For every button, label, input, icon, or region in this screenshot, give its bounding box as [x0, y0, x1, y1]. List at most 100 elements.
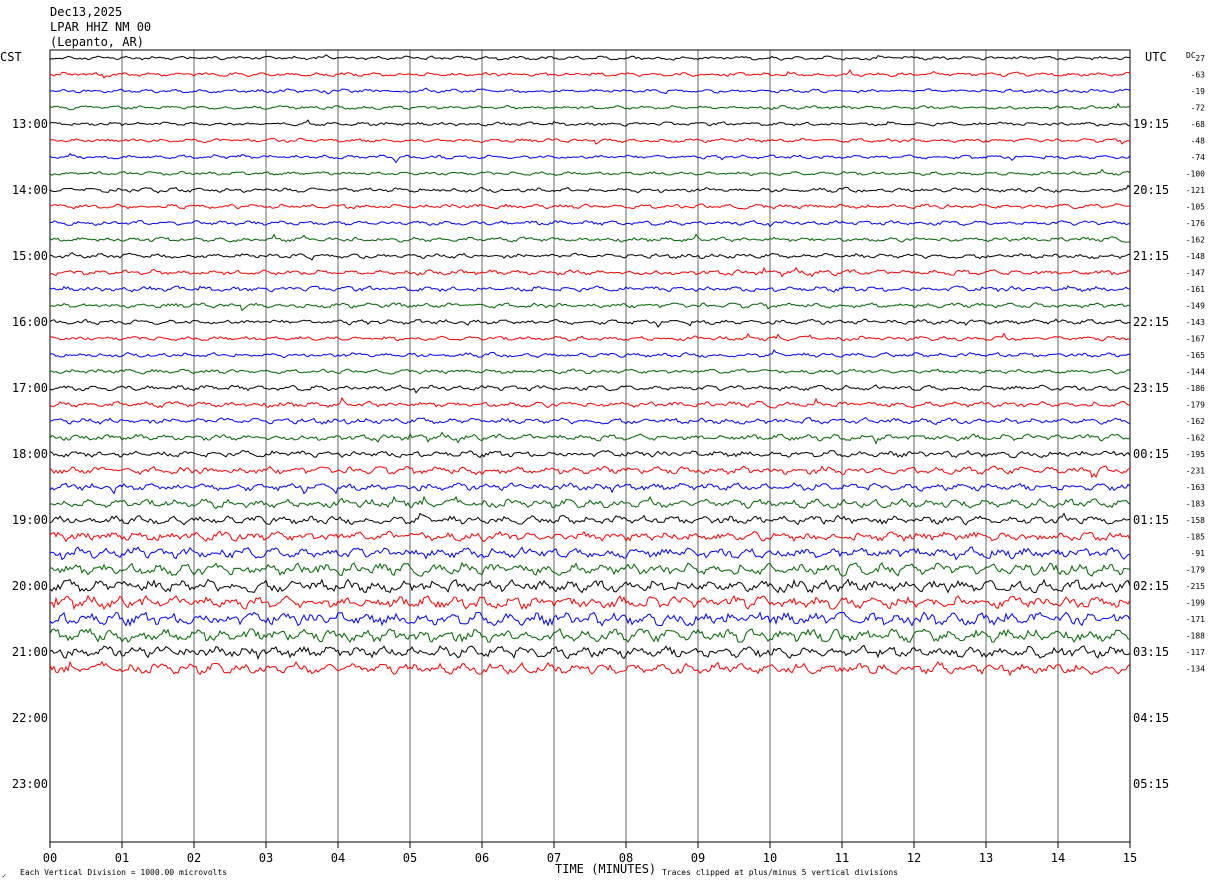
trace-line	[49, 332, 1131, 342]
trace-line	[49, 644, 1131, 660]
utc-hour-label: 23:15	[1133, 381, 1169, 395]
x-tick-label: 04	[331, 851, 345, 865]
utc-hour-label: 02:15	[1133, 579, 1169, 593]
trace-line	[49, 318, 1131, 328]
trace-line	[49, 349, 1131, 359]
x-tick-label: 10	[763, 851, 777, 865]
dc-offset-value: -19	[1191, 87, 1206, 96]
dc-offset-value: 27	[1195, 54, 1205, 63]
dc-offset-value: -144	[1186, 368, 1205, 377]
dc-offset-value: -162	[1186, 417, 1205, 426]
trace-line	[49, 449, 1131, 459]
dc-offset-value: -91	[1191, 549, 1206, 558]
dc-offset-value: -158	[1186, 516, 1205, 525]
trace-line	[49, 384, 1131, 394]
x-tick-label: 08	[619, 851, 633, 865]
cst-hour-label: 17:00	[12, 381, 48, 395]
corner-glyph-icon: ✓	[2, 872, 6, 880]
dc-offset-value: -134	[1186, 665, 1205, 674]
trace-line	[49, 660, 1131, 677]
x-tick-label: 02	[187, 851, 201, 865]
trace-line	[49, 266, 1131, 278]
cst-hour-label: 21:00	[12, 645, 48, 659]
x-tick-label: 06	[475, 851, 489, 865]
dc-offset-value: -148	[1186, 252, 1205, 261]
dc-offset-value: -179	[1186, 566, 1205, 575]
date-label: Dec13,2025	[50, 5, 122, 19]
cst-axis-label: CST	[0, 50, 22, 64]
x-axis-title: TIME (MINUTES)	[555, 862, 656, 876]
trace-line	[49, 546, 1131, 561]
dc-offset-value: -185	[1186, 533, 1205, 542]
station-label: LPAR HHZ NM 00	[50, 20, 151, 34]
trace-line	[49, 611, 1131, 627]
dc-offset-value: -143	[1186, 318, 1205, 327]
trace-line	[49, 251, 1131, 261]
trace-line	[49, 285, 1131, 293]
dc-offset-value: -195	[1186, 450, 1205, 459]
cst-hour-label: 14:00	[12, 183, 48, 197]
utc-hour-label: 19:15	[1133, 117, 1169, 131]
utc-hour-label: 21:15	[1133, 249, 1169, 263]
utc-hour-label: 05:15	[1133, 777, 1169, 791]
dc-offset-value: -167	[1186, 335, 1205, 344]
trace-line	[49, 530, 1131, 543]
x-tick-label: 05	[403, 851, 417, 865]
dc-offset-value: -162	[1186, 434, 1205, 443]
utc-hour-label: 22:15	[1133, 315, 1169, 329]
trace-line	[49, 482, 1131, 495]
utc-hour-label: 20:15	[1133, 183, 1169, 197]
dc-offset-value: -176	[1186, 219, 1205, 228]
x-tick-label: 00	[43, 851, 57, 865]
trace-line	[49, 561, 1131, 577]
scale-note: Each Vertical Division = 1000.00 microvo…	[20, 868, 227, 877]
trace-line	[49, 152, 1131, 164]
x-tick-label: 07	[547, 851, 561, 865]
dc-offset-value: -165	[1186, 351, 1205, 360]
trace-line	[49, 431, 1131, 445]
trace-line	[49, 368, 1131, 375]
trace-line	[49, 465, 1131, 479]
trace-line	[49, 233, 1131, 243]
trace-line	[49, 512, 1131, 526]
dc-offset-value: -183	[1186, 500, 1205, 509]
dc-offset-value: -231	[1186, 467, 1205, 476]
x-tick-label: 13	[979, 851, 993, 865]
clip-note: Traces clipped at plus/minus 5 vertical …	[662, 868, 898, 877]
trace-line	[49, 137, 1131, 145]
utc-hour-label: 03:15	[1133, 645, 1169, 659]
trace-line	[49, 203, 1131, 210]
dc-offset-labels: 27 -63 -19 -72 -68 -48 -74 -100 -121 -105 -176 -162…	[1186, 54, 1205, 674]
dc-offset-value: -74	[1191, 153, 1206, 162]
dc-label: DC	[1186, 51, 1196, 60]
dc-offset-value: -149	[1186, 302, 1205, 311]
x-tick-label: 11	[835, 851, 849, 865]
cst-hour-label: 19:00	[12, 513, 48, 527]
trace-line	[49, 168, 1131, 177]
x-tick-label: 01	[115, 851, 129, 865]
x-tick-label: 03	[259, 851, 273, 865]
cst-hour-label: 18:00	[12, 447, 48, 461]
trace-line	[49, 495, 1131, 510]
trace-line	[49, 219, 1131, 228]
trace-line	[49, 417, 1131, 426]
utc-hour-label: 04:15	[1133, 711, 1169, 725]
dc-offset-value: -117	[1186, 648, 1205, 657]
dc-offset-value: -163	[1186, 483, 1205, 492]
trace-line	[49, 87, 1131, 95]
cst-hour-label: 22:00	[12, 711, 48, 725]
dc-offset-value: -162	[1186, 236, 1205, 245]
x-tick-label: 14	[1051, 851, 1065, 865]
dc-offset-value: -105	[1186, 203, 1205, 212]
trace-line	[49, 578, 1131, 594]
minute-gridlines	[121, 50, 1059, 842]
trace-line	[49, 594, 1131, 611]
trace-line	[49, 54, 1131, 61]
dc-offset-value: -188	[1186, 632, 1205, 641]
dc-offset-value: -68	[1191, 120, 1206, 129]
dc-offset-value: -171	[1186, 615, 1205, 624]
utc-hour-label: 01:15	[1133, 513, 1169, 527]
trace-line	[49, 396, 1131, 409]
